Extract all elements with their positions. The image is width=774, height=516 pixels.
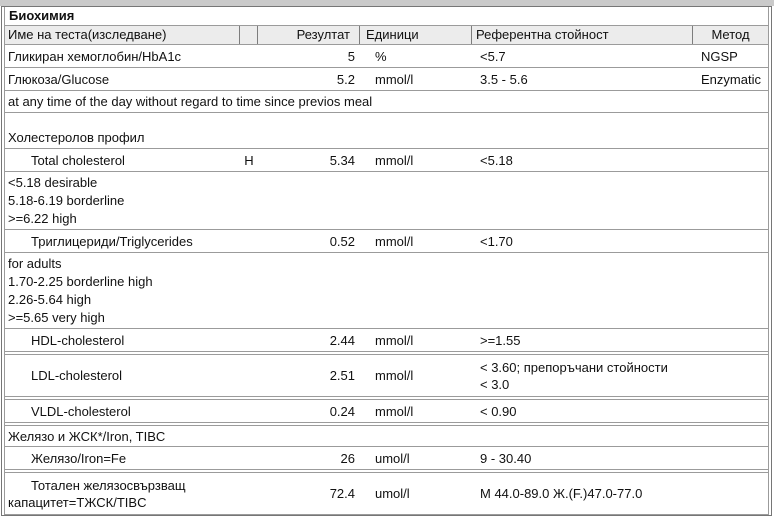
result-cell: 2.51 [329,368,355,383]
note-line: for adults [8,256,62,271]
units-cell: mmol/l [375,71,414,87]
top-band [0,0,774,6]
note-line: 2.26-5.64 high [8,292,92,307]
test-name-cell: Глюкоза/Glucose [8,71,110,87]
test-name-cell: VLDL-cholesterol [31,403,131,419]
reference-line: М 44.0-89.0 Ж.(F.)47.0-77.0 [480,486,643,501]
test-name-cell: LDL-cholesterol [31,368,123,383]
column-header-method: Метод [711,27,750,42]
result-cell: 26 [340,450,355,466]
reference-cell: М 44.0-89.0 Ж.(F.)47.0-77.0 [472,485,693,502]
test-row: Total cholesterol H 5.34 mmol/l <5.18 [4,149,769,172]
test-row: LDL-cholesterol 2.51 mmol/l < 3.60; препоръ… [4,355,769,397]
reference-line: >=1.55 [480,332,521,348]
note-row: at any time of the day without regard to… [4,91,769,113]
divider-gap [4,352,769,355]
test-row: Тотален желязосвързващ капацитет=ТЖСК/TI… [4,473,769,515]
test-row: Гликиран хемоглобин/HbA1c 5% <5.7 NGSP [4,45,769,68]
note-line: >=5.65 very high [8,310,105,325]
section-row: Холестеролов профил [4,113,769,149]
result-cell: 72.4 [329,486,355,501]
units-cell: mmol/l [375,233,414,249]
units-cell: mmol/l [375,152,414,168]
result-cell: 5.34 [329,152,355,168]
note-row: for adults 1.70-2.25 borderline high 2.26-… [4,253,769,329]
reference-cell: < 3.60; препоръчани стойности < 3.0 [472,359,693,393]
result-cell: 2.44 [329,332,355,348]
units-cell: mmol/l [375,368,414,383]
units-cell: umol/l [375,486,410,501]
result-cell: 5 [347,48,355,64]
note-line: 1.70-2.25 borderline high [8,274,153,289]
method-cell: Enzymatic [701,71,761,87]
column-header-units: Единици [360,26,472,44]
divider-gap [4,470,769,473]
note-line: at any time of the day without regard to… [8,94,373,109]
note-row: <5.18 desirable 5.18-6.19 borderline >=6.2… [4,172,769,230]
column-header-test-name: Име на теста(изследване) [5,26,240,44]
reference-line: 3.5 - 5.6 [480,71,528,87]
test-name-cell: Тотален желязосвързващ капацитет=ТЖСК/TI… [8,477,186,510]
divider-gap [4,423,769,426]
reference-cell: <5.7 [472,48,693,65]
flag-cell: H [244,152,254,168]
test-row: VLDL-cholesterol 0.24 mmol/l < 0.90 [4,400,769,423]
section-row: Желязо и ЖСК*/Iron, TIBC [4,426,769,447]
reference-cell: 3.5 - 5.6 [472,71,693,88]
test-row: HDL-cholesterol 2.44 mmol/l >=1.55 [4,329,769,352]
reference-line: 9 - 30.40 [480,450,532,466]
units-cell: umol/l [375,450,410,466]
reference-cell: <1.70 [472,233,693,250]
reference-cell: <5.18 [472,152,693,169]
lab-report-table: Биохимия Име на теста(изследване) Резулт… [1,6,772,516]
reference-cell: >=1.55 [472,332,693,349]
report-title: Биохимия [4,7,769,26]
table-body: Гликиран хемоглобин/HbA1c 5% <5.7 NGSP Глюко… [2,45,771,515]
table-header-row: Име на теста(изследване) Резултат Единиц… [4,26,769,45]
units-cell: mmol/l [375,403,414,419]
units-cell: % [375,48,387,64]
reference-line: <5.7 [480,48,506,64]
section-label: Желязо и ЖСК*/Iron, TIBC [8,428,166,444]
result-cell: 0.24 [329,403,355,419]
reference-line: < 3.60; препоръчани стойности [480,359,668,375]
note-line: 5.18-6.19 borderline [8,193,125,208]
result-cell: 0.52 [329,233,355,249]
note-line: <5.18 desirable [8,175,98,190]
column-header-flag [240,26,258,44]
column-header-reference: Референтна стойност [472,26,693,44]
column-header-result: Резултат [258,26,360,44]
test-name-cell: Гликиран хемоглобин/HbA1c [8,48,182,64]
test-name-cell: Total cholesterol [31,152,125,168]
test-row: Желязо/Iron=Fe 26 umol/l 9 - 30.40 [4,447,769,470]
units-cell: mmol/l [375,332,414,348]
method-cell: NGSP [701,48,738,64]
reference-line: < 0.90 [480,403,517,419]
test-row: Триглицериди/Triglycerides 0.52 mmol/l <1.7… [4,230,769,253]
reference-cell: 9 - 30.40 [472,450,693,467]
note-line: >=6.22 high [8,211,77,226]
section-label: Холестеролов профил [8,130,145,145]
reference-line: < 3.0 [480,376,510,392]
test-name-cell: Триглицериди/Triglycerides [31,233,193,249]
test-name-cell: Желязо/Iron=Fe [31,450,127,466]
reference-line: <5.18 [480,152,513,168]
test-row: Глюкоза/Glucose 5.2 mmol/l 3.5 - 5.6 Enzymat… [4,68,769,91]
reference-cell: < 0.90 [472,403,693,420]
reference-line: <1.70 [480,233,513,249]
divider-gap [4,397,769,400]
result-cell: 5.2 [336,71,355,87]
test-name-cell: HDL-cholesterol [31,332,125,348]
